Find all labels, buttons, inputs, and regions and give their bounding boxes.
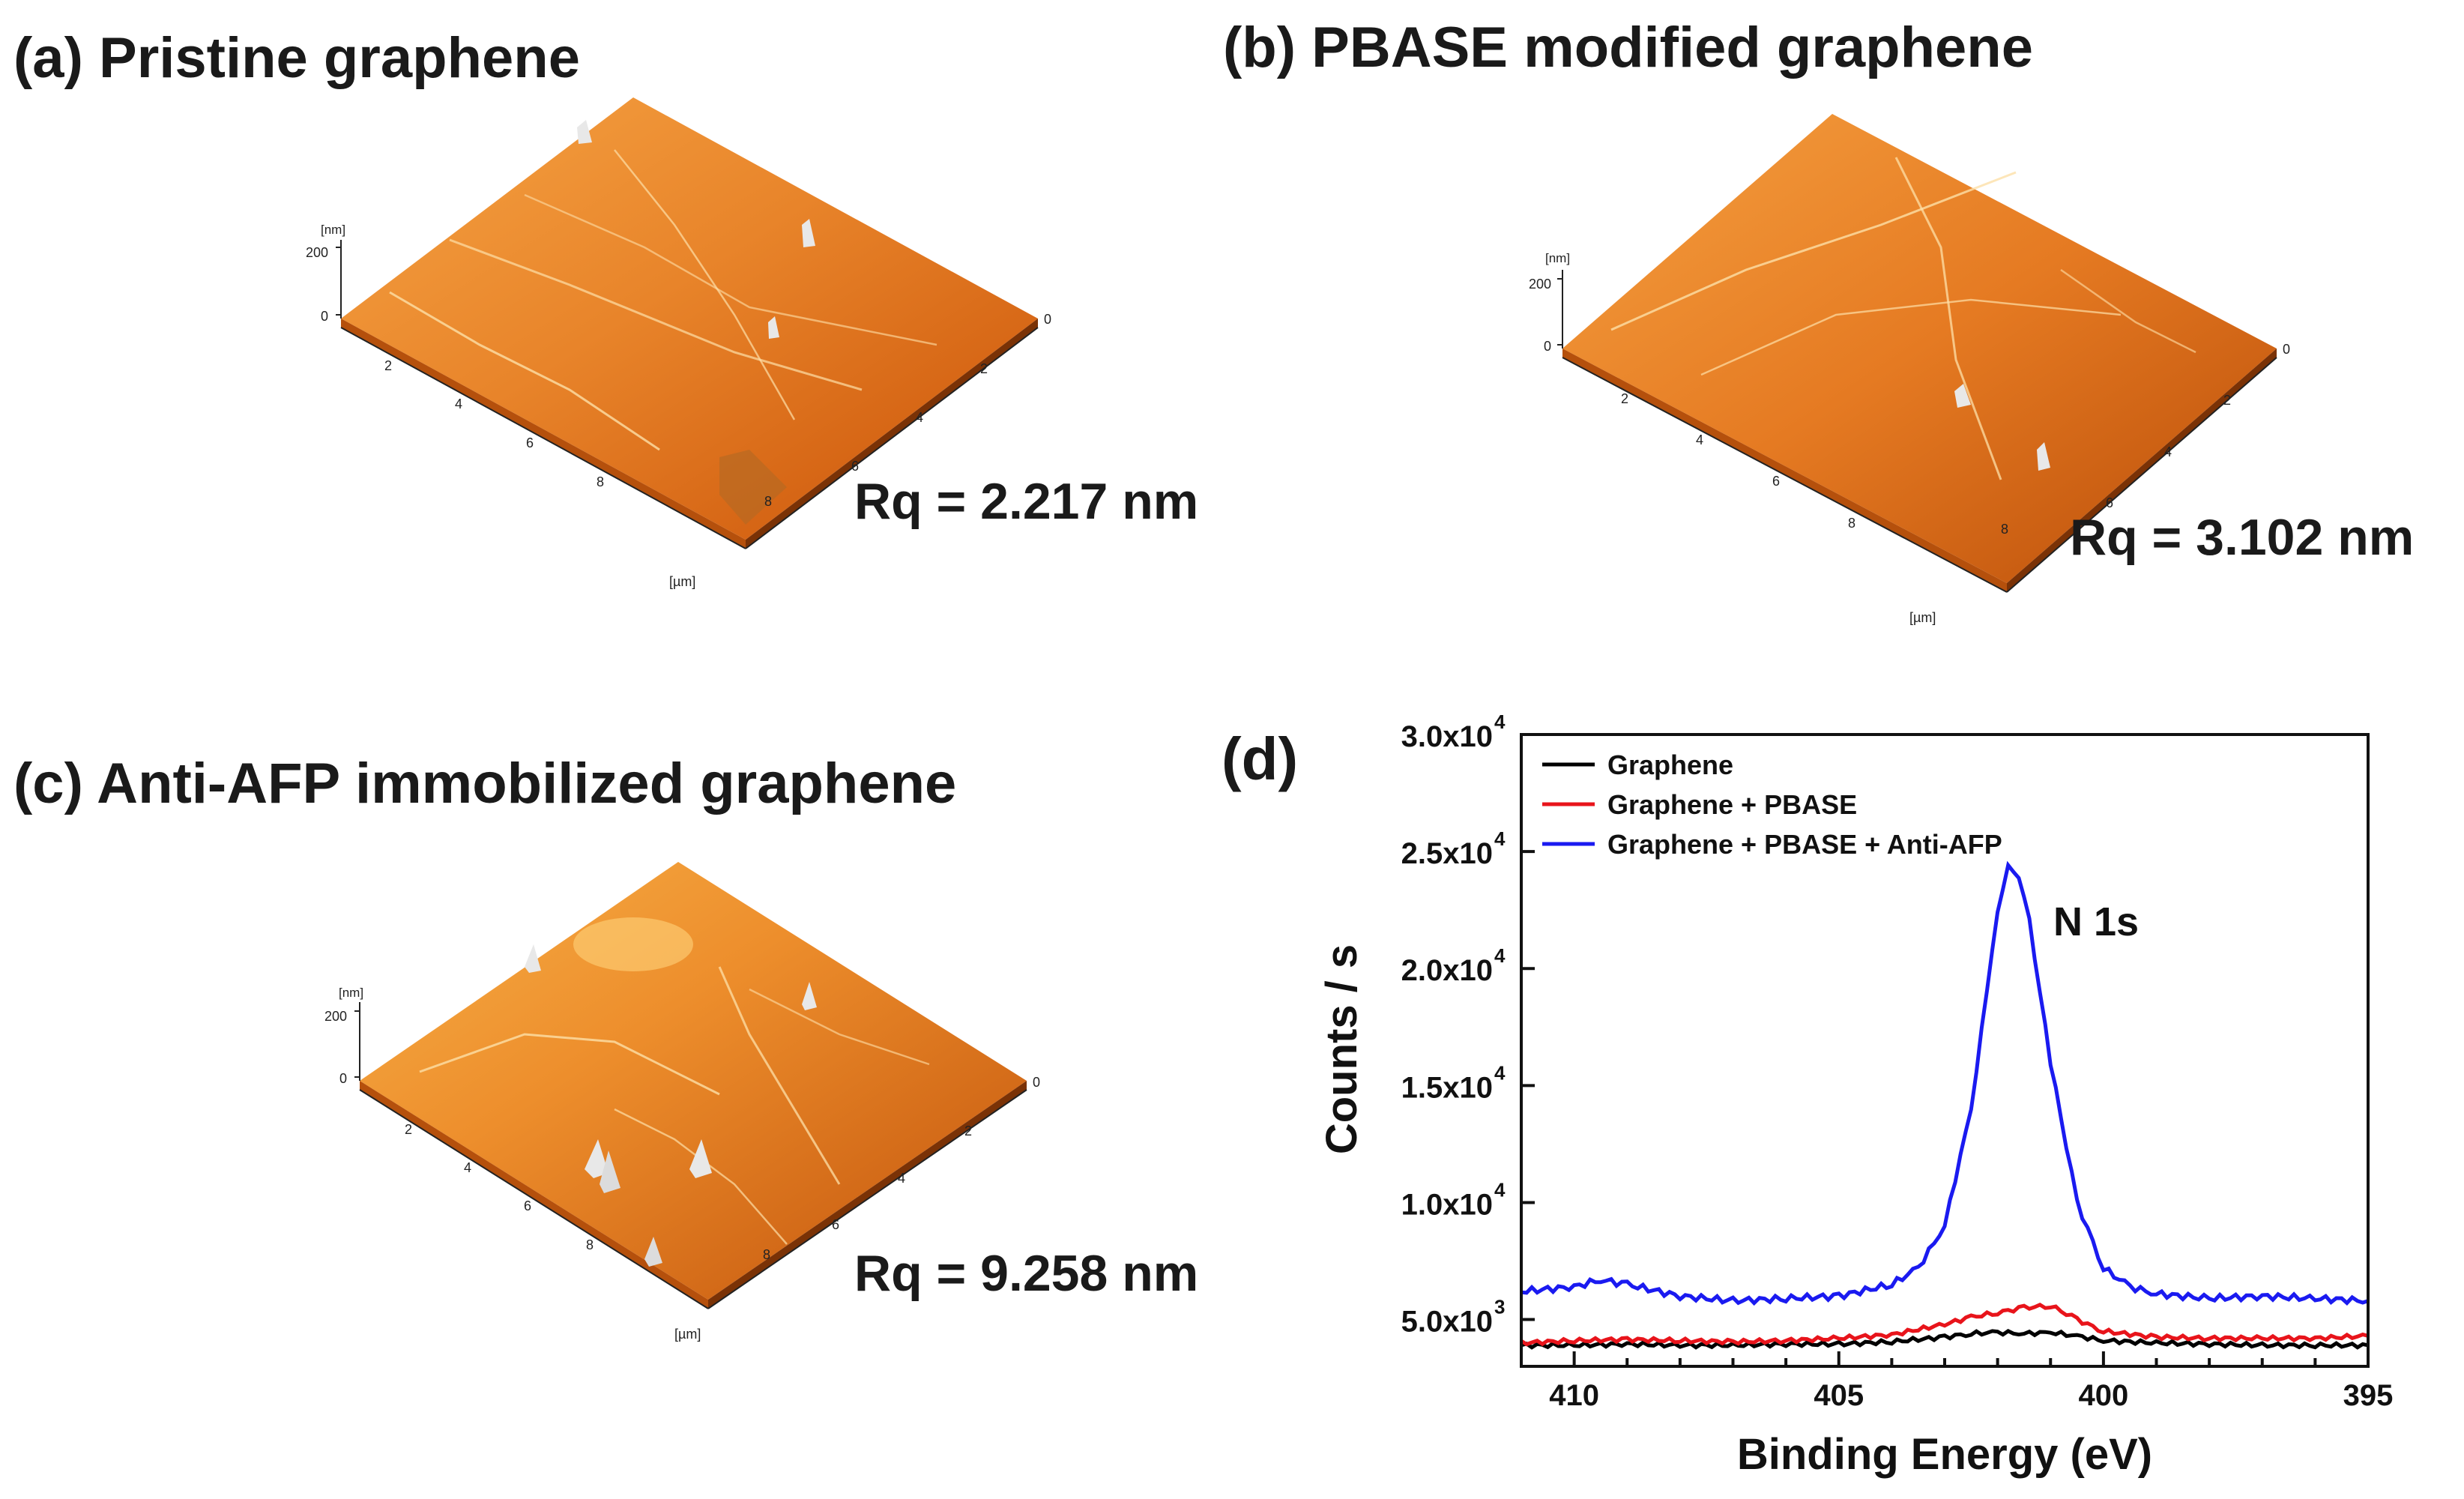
- right-tick-b: 6: [2106, 495, 2113, 510]
- right-tick-a: 8: [764, 494, 772, 509]
- y-tick-label: 2.5x10: [1401, 837, 1493, 870]
- afm-surface-a-front-right: [746, 319, 1038, 549]
- afm-surface-b: [nm] 200 0 2 4 6 8 0 2 4 6 8 [µm]: [1529, 114, 2290, 625]
- rq-value-c: Rq = 9.258 nm: [854, 1245, 1199, 1302]
- y-tick-exponent: 4: [1494, 711, 1506, 733]
- y-tick-exponent: 4: [1494, 944, 1506, 967]
- right-tick-a: 6: [851, 459, 859, 474]
- afm-surface-c-front-right: [708, 1081, 1027, 1309]
- z-unit-b: [nm]: [1545, 251, 1570, 265]
- series-line-3: [1521, 860, 2369, 1306]
- left-tick-a: 2: [384, 358, 392, 373]
- left-tick-c: 2: [405, 1122, 412, 1137]
- y-tick-label: 5.0x10: [1401, 1306, 1493, 1339]
- right-tick-b: 0: [2283, 342, 2290, 357]
- right-tick-c: 4: [898, 1171, 905, 1186]
- legend-label: Graphene + PBASE: [1607, 789, 1857, 820]
- afm-surface-c: [nm] 200 0 2 4 6 8 0 2 4 6 8 [µm]: [324, 862, 1040, 1342]
- peak-annotation: N 1s: [2053, 899, 2139, 944]
- z-tick-200-a: 200: [306, 245, 328, 260]
- left-tick-b: 8: [1848, 516, 1855, 531]
- x-axis-label: Binding Energy (eV): [1737, 1430, 2152, 1479]
- afm-surface-b-front-left: [1562, 349, 2007, 592]
- right-tick-c: 8: [763, 1247, 770, 1262]
- left-tick-c: 6: [524, 1198, 531, 1213]
- series-line-1: [1521, 1329, 2369, 1350]
- y-tick-label: 1.5x10: [1401, 1071, 1493, 1104]
- rq-value-b: Rq = 3.102 nm: [2070, 509, 2415, 566]
- right-tick-a: 2: [980, 361, 988, 376]
- left-axis-b: [1562, 357, 2008, 593]
- afm-surface-c-front-left: [360, 1081, 708, 1309]
- afm-surface-b-top: [1562, 114, 2277, 583]
- legend-label: Graphene + PBASE + Anti-AFP: [1607, 829, 2002, 860]
- xy-unit-a: [µm]: [669, 574, 695, 589]
- left-tick-a: 6: [526, 435, 534, 450]
- y-tick-exponent: 3: [1494, 1296, 1505, 1318]
- x-tick-label: 405: [1814, 1379, 1864, 1412]
- y-tick-label: 1.0x10: [1401, 1188, 1493, 1221]
- y-axis-label: Counts / s: [1317, 944, 1366, 1154]
- left-tick-c: 8: [586, 1237, 594, 1252]
- z-tick-0-b: 0: [1544, 339, 1551, 354]
- right-axis-b: [2006, 357, 2277, 593]
- y-tick-exponent: 4: [1494, 1061, 1506, 1084]
- z-unit-a: [nm]: [321, 223, 345, 237]
- left-tick-a: 4: [455, 396, 462, 411]
- y-tick-label: 3.0x10: [1401, 720, 1493, 753]
- right-tick-c: 0: [1033, 1075, 1040, 1090]
- right-tick-c: 2: [964, 1124, 972, 1138]
- panel-b-title: (b) PBASE modified graphene: [1223, 16, 2033, 79]
- left-axis-a: [340, 327, 746, 549]
- y-tick-exponent: 4: [1494, 1178, 1506, 1201]
- panel-a-title: (a) Pristine graphene: [13, 26, 580, 90]
- afm-surface-a-front-left: [341, 319, 746, 549]
- xy-unit-c: [µm]: [674, 1327, 701, 1342]
- right-tick-a: 4: [916, 410, 923, 425]
- left-tick-b: 6: [1772, 474, 1780, 489]
- rq-value-a: Rq = 2.217 nm: [854, 473, 1199, 530]
- y-tick-exponent: 4: [1494, 827, 1506, 850]
- plot-area: [1520, 860, 2369, 1350]
- z-tick-0-c: 0: [339, 1071, 347, 1086]
- x-tick-label: 395: [2343, 1379, 2394, 1412]
- left-tick-a: 8: [597, 474, 604, 489]
- left-tick-b: 4: [1696, 432, 1703, 447]
- left-tick-c: 4: [464, 1160, 471, 1175]
- left-tick-b: 2: [1621, 391, 1628, 406]
- right-tick-c: 6: [832, 1217, 839, 1232]
- z-unit-c: [nm]: [339, 986, 363, 1000]
- x-tick-label: 410: [1549, 1379, 1599, 1412]
- plot-frame: [1520, 733, 2370, 1368]
- legend-label: Graphene: [1607, 750, 1733, 780]
- right-axis-c: [707, 1089, 1027, 1309]
- panel-c-title: (c) Anti-AFP immobilized graphene: [13, 752, 957, 815]
- right-tick-b: 4: [2164, 444, 2172, 459]
- panel-a: (a) Pristine graphene [nm] 200 0 2 4: [0, 0, 1236, 645]
- x-axis-ticks: 410 405 400 395: [1520, 1351, 2394, 1412]
- right-tick-b: 8: [2001, 522, 2008, 537]
- left-axis-c: [359, 1089, 709, 1309]
- z-tick-200-c: 200: [324, 1009, 347, 1024]
- panel-b: (b) PBASE modified graphene [nm] 200 0 2…: [1222, 0, 2464, 660]
- panel-c: (c) Anti-AFP immobilized graphene [nm]: [0, 720, 1236, 1499]
- y-axis-ticks: 5.0x10 31.0x10 41.5x10 42.0x10 42.5x10 43.0x1…: [1401, 711, 1535, 1339]
- right-tick-b: 2: [2223, 393, 2231, 408]
- series-line-2: [1520, 1302, 2369, 1347]
- right-axis-a: [745, 327, 1039, 549]
- y-tick-label: 2.0x10: [1401, 954, 1493, 987]
- z-tick-0-a: 0: [321, 309, 328, 324]
- xy-unit-b: [µm]: [1909, 610, 1936, 625]
- z-tick-200-b: 200: [1529, 277, 1551, 292]
- legend: Graphene Graphene + PBASE Graphene + PBASE…: [1542, 750, 2002, 860]
- afm-surface-a: [nm] 200 0 2 4 6 8 0 2 4 6 8 [µm]: [306, 97, 1051, 589]
- afm-surface-a-top: [341, 97, 1038, 540]
- x-tick-label: 400: [2079, 1379, 2129, 1412]
- afm-surface-b-front-right: [2007, 349, 2277, 592]
- right-tick-a: 0: [1044, 312, 1051, 327]
